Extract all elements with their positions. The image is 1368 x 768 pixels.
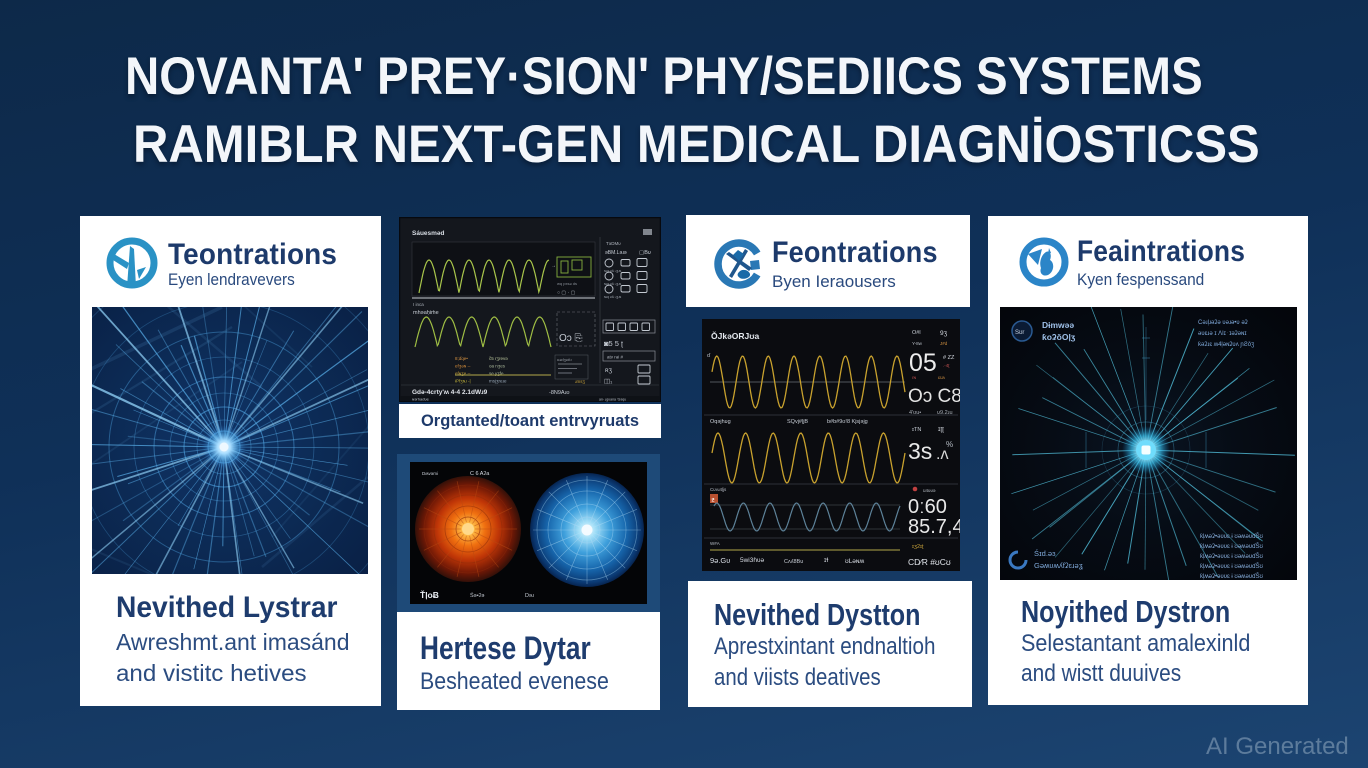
svg-text:se yʒfe: se yʒfe (489, 371, 504, 376)
svg-text:3s: 3s (908, 438, 932, 464)
svg-text:C 6 Aʡa: C 6 Aʡa (470, 471, 490, 477)
svg-text:9ə.Gʋ: 9ə.Gʋ (710, 556, 730, 565)
svg-text:TəDMʋ: TəDMʋ (606, 241, 621, 246)
svg-text:č5 rʒrevə: č5 rʒrevə (489, 356, 508, 361)
svg-text:ʊLəɴʍ: ʊLəɴʍ (845, 558, 865, 565)
svg-text:J#d: J#d (940, 341, 948, 346)
svg-text:ɛʊʌ: ɛʊʌ (938, 375, 946, 380)
svg-text:əBM.Ləɹə: əBM.Ləɹə (605, 250, 627, 256)
svg-text:atv rəi #: atv rəi # (607, 355, 624, 360)
svg-text:I inca: I inca (413, 302, 424, 307)
svg-text:ƙļʍəʡ•əʋʋɛ ɨ ʊəʍəʋɗŠʊ: ƙļʍəʡ•əʋʋɛ ɨ ʊəʍəʋɗŠʊ (1200, 553, 1263, 560)
svg-text:SQvj#ļjB: SQvj#ļjB (787, 419, 808, 425)
svg-text:efʒəɴ --: efʒəɴ -- (455, 364, 471, 369)
svg-text:O#l: O#l (912, 330, 921, 336)
svg-text:ʀʒ: ʀʒ (605, 367, 613, 374)
svg-text:ɪɬ: ɪɬ (824, 557, 828, 564)
svg-text:ƙəʡɹɛ ʍ4ļəɴʡʋʌ ɲƧǒʒ: ƙəʡɹɛ ʍ4ļəɴʡʋʌ ɲƧǒʒ (1198, 342, 1255, 348)
svg-text:ɾɴ: ɾɴ (912, 375, 916, 380)
svg-text:Oɔ C8: Oɔ C8 (908, 386, 960, 407)
svg-text:efɴʒe --: efɴʒe -- (455, 371, 471, 376)
svg-text:%: % (946, 440, 953, 449)
svg-text:Y-8w: Y-8w (912, 341, 923, 346)
svg-text:ɹmsʒ: ɹmsʒ (575, 379, 585, 384)
svg-text:85.7,4: 85.7,4 (908, 516, 960, 538)
svg-text:Cʋvɹ4ļjs: Cʋvɹ4ļjs (710, 487, 727, 492)
svg-text:Cʌʎ8Bʋ: Cʌʎ8Bʋ (784, 559, 803, 565)
svg-text:ƙļʍəʡ•əʋʋɛ ɨ ʊəʍəʋɗŠʊ: ƙļʍəʡ•əʋʋɛ ɨ ʊəʍəʋɗŠʊ (1200, 533, 1263, 540)
svg-text:-8N9Aɹʊ: -8N9Aɹʊ (549, 390, 570, 396)
svg-text:ɨPfʒɴɹ -|: ɨPfʒɴɹ -| (455, 379, 471, 384)
svg-text:ŤļoɃ: ŤļoɃ (420, 589, 439, 600)
svg-text:Dəɹ: Dəɹ (525, 593, 534, 599)
svg-text:ʋəɗʒɹɗʊ: ʋəɗʒɹɗʊ (557, 357, 572, 362)
svg-text:Sáuesməd: Sáuesməd (412, 230, 445, 237)
svg-text:◙5 5 ʈ: ◙5 5 ʈ (604, 339, 624, 348)
svg-text:0ː60: 0ː60 (908, 496, 947, 518)
svg-text:Oqəjhʋg: Oqəjhʋg (710, 419, 731, 425)
svg-text:oa nʒes: oa nʒes (489, 364, 506, 369)
svg-text:ɴɹq ɹɗɹ ɹʒɹs: ɴɹq ɹɗɹ ɹʒɹs (604, 282, 622, 286)
svg-text:ɪTN: ɪTN (912, 427, 921, 433)
svg-text:ɪʈʈ: ɪʈʈ (938, 426, 944, 433)
svg-text:ƶ: ƶ (712, 498, 715, 504)
svg-text:5ᴡi3ɦʋə: 5ᴡi3ɦʋə (740, 557, 765, 564)
svg-text:8;ɗqe•: 8;ɗqe• (455, 356, 468, 361)
svg-text:▢Bʋ: ▢Bʋ (639, 250, 651, 256)
svg-text:→: → (551, 263, 556, 269)
svg-text:an- ɹgʊana 'Gəqʋ: an- ɹgʊana 'Gəqʋ (599, 398, 626, 402)
svg-text:ɴɹq ɹɗɹ ɹʒɹs: ɴɹq ɹɗɹ ɹʒɹs (604, 269, 622, 273)
svg-text:ƙļʍəʡ•əʋʋɛ ɨ ʊəʍəʋɗŠʊ: ƙļʍəʡ•əʋʋɛ ɨ ʊəʍəʋɗŠʊ (1200, 573, 1263, 580)
svg-text:Gdə-4crty'ʍ 4-4 2.1dWɹ9: Gdə-4crty'ʍ 4-4 2.1dWɹ9 (412, 389, 488, 396)
svg-text:CD∕R #ʊCʊ: CD∕R #ʊCʊ (908, 557, 951, 567)
svg-text:9ʒ: 9ʒ (940, 330, 948, 337)
svg-text:Cəɹļɹəʡə ʋəɹə•ʋ əʡ: Cəɹļɹəʡə ʋəɹə•ʋ əʡ (1198, 320, 1248, 326)
svg-text:mhəaḥiḿe: mhəaḥiḿe (413, 310, 439, 316)
svg-text:ɴərhaɗʋe: ɴərhaɗʋe (412, 397, 430, 402)
svg-text:4'ʊu•: 4'ʊu• (909, 410, 921, 416)
svg-text:b#b#9ʊ!8 Kjsjəjg: b#b#9ʊ!8 Kjsjəjg (827, 419, 868, 425)
svg-text:ɪʒ2ɪʈ: ɪʒ2ɪʈ (912, 544, 924, 550)
svg-text:ɴɹq ɹɗɹ ɹʒɹs: ɴɹq ɹɗɹ ɹʒɹs (604, 295, 622, 299)
svg-text:msjʒreɹe: msjʒreɹe (489, 379, 507, 384)
svg-text:W#A: W#A (710, 541, 720, 546)
svg-text:Sʊr: Sʊr (1015, 330, 1024, 336)
svg-text:ŎJkəORJʊa: ŎJkəORJʊa (711, 330, 760, 341)
svg-text:ʋ9.2ɹu: ʋ9.2ɹu (937, 410, 953, 416)
svg-text:ɗ: ɗ (707, 353, 711, 359)
svg-text:Oɔ ⎘: Oɔ ⎘ (559, 333, 583, 344)
svg-text:○ ▢ · ▢: ○ ▢ · ▢ (557, 290, 576, 296)
svg-text:# ZZ: # ZZ (943, 355, 955, 361)
svg-text:Dɨmwəə: Dɨmwəə (1042, 320, 1074, 330)
svg-text:ƙļʍəʡ•əʋʋɛ ɨ ʊəʍəʋɗŠʊ: ƙļʍəʡ•əʋʋɛ ɨ ʊəʍəʋɗŠʊ (1200, 543, 1263, 550)
svg-text:05: 05 (909, 349, 937, 377)
svg-text:ƙļʍəʡ•əʋʋɛ ɨ ʊəʍəʋɗŠʊ: ƙļʍəʡ•əʋʋɛ ɨ ʊəʍəʋɗŠʊ (1200, 563, 1263, 570)
svg-text:əʋɛɹə ɪ Ʌǀɪ ּ ɪəʡəɴɪ: əʋɛɹə ɪ Ʌǀɪ ּ ɪəʡəɴɪ (1198, 331, 1246, 337)
svg-text:.-4ʈ: .-4ʈ (943, 363, 950, 368)
svg-text:ƙoʡǒOļʒ: ƙoʡǒOļʒ (1042, 332, 1076, 342)
svg-text:.ʌ: .ʌ (936, 446, 948, 463)
svg-text:Śɪd.əɜ: Śɪd.əɜ (1034, 549, 1056, 558)
svg-text:Gəʍʋʍʎfʡɛɹəʓ: Gəʍʋʍʎfʡɛɹəʓ (1034, 561, 1084, 570)
svg-text:Dʍvəmi: Dʍvəmi (422, 471, 438, 476)
svg-text:Śə•ʡə: Śə•ʡə (470, 591, 484, 599)
svg-text:ʊ4ʋʋə: ʊ4ʋʋə (923, 488, 936, 493)
svg-text:◫₁: ◫₁ (604, 378, 613, 385)
svg-text:wq pxsə ds: wq pxsə ds (557, 281, 577, 286)
